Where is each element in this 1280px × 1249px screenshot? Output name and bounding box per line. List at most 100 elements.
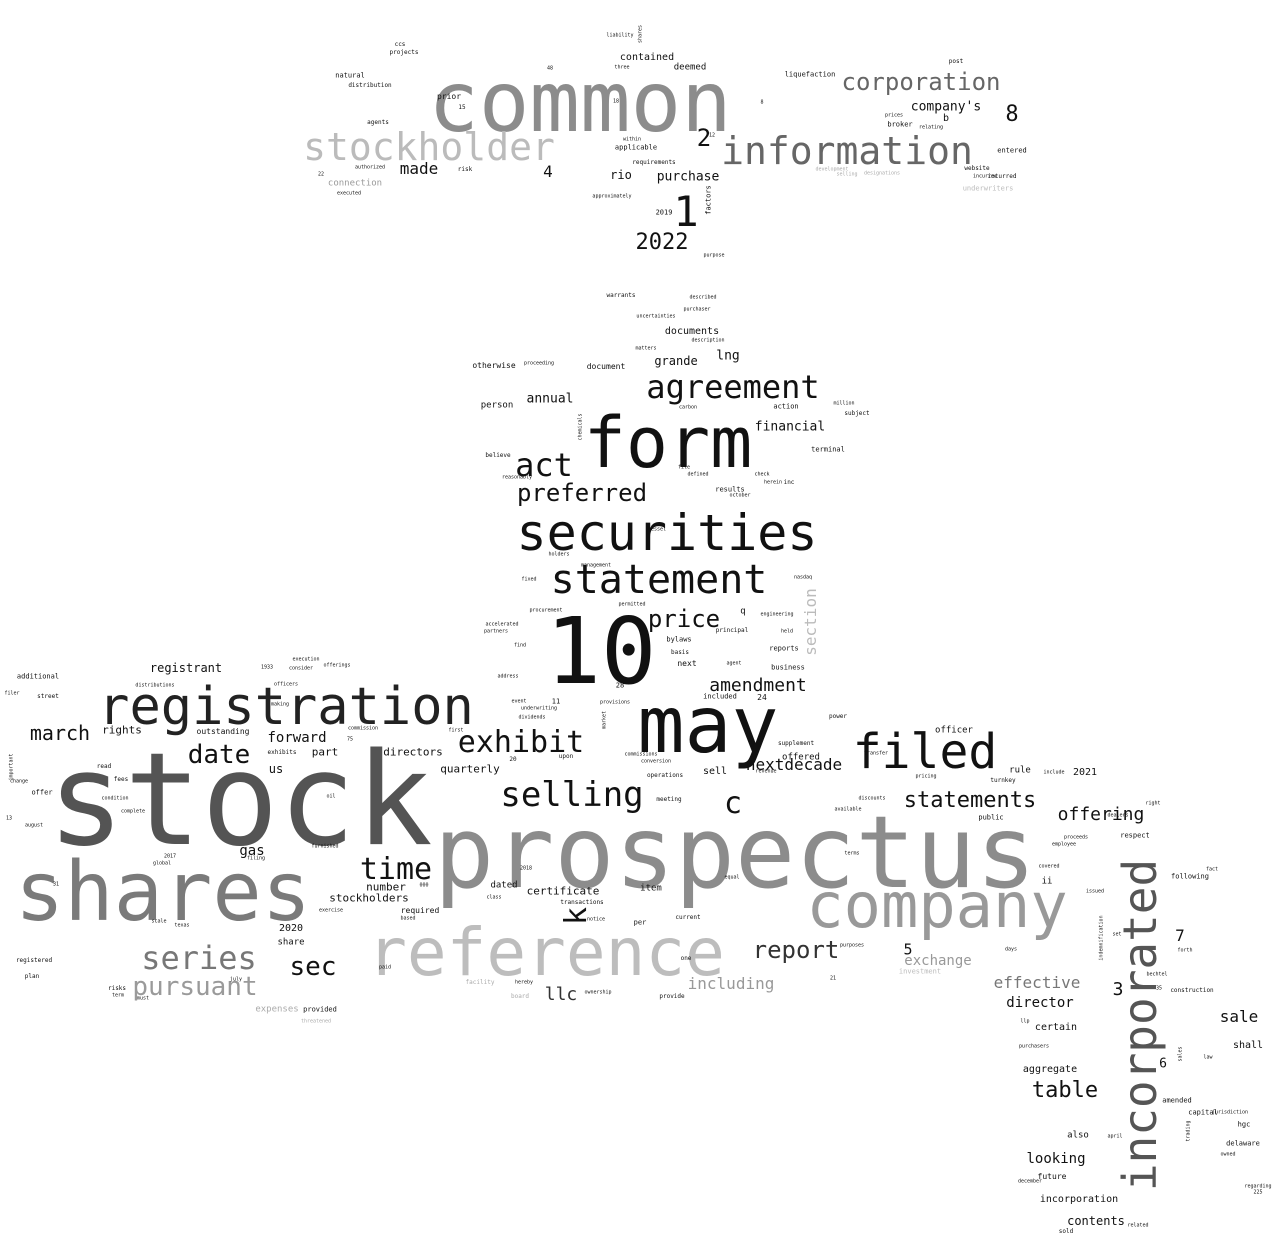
word: meeting (656, 796, 682, 803)
word: exercise (318, 907, 344, 914)
word: related (1127, 1222, 1149, 1229)
word: offering (1057, 804, 1145, 825)
word: scale (151, 918, 167, 925)
word: 10 (545, 598, 657, 705)
word: rights (102, 723, 142, 737)
word: grande (654, 354, 698, 368)
word: required (400, 906, 440, 915)
word: time (359, 852, 433, 887)
word: shall (1232, 1040, 1264, 1051)
word: distribution (348, 82, 392, 89)
word: 75 (346, 736, 354, 743)
word: indemnification (1098, 915, 1105, 961)
word: 1933 (260, 664, 274, 671)
word: selling (836, 171, 858, 178)
word: relating (918, 124, 944, 131)
word: fact (1205, 866, 1219, 873)
word: purposes (839, 942, 865, 949)
word: risks (107, 985, 127, 992)
word: equal (724, 874, 740, 881)
word: documents (664, 326, 720, 337)
word: term (111, 992, 125, 999)
word: incorporated (1113, 858, 1167, 1192)
word: regarding (1244, 1183, 1272, 1190)
word: 31 (52, 881, 60, 888)
word: per (633, 918, 647, 927)
word: subject (844, 410, 870, 417)
word: effective (993, 973, 1081, 992)
word: b (942, 113, 950, 124)
word: must (136, 995, 150, 1002)
word: address (497, 673, 519, 680)
word: natural (335, 71, 365, 80)
word: october (729, 492, 751, 499)
word: llp (1020, 1018, 1030, 1025)
word: us (268, 762, 284, 776)
word: reports (769, 644, 799, 653)
word: share (277, 937, 305, 948)
word: 18 (612, 98, 620, 105)
word: proceeding (523, 360, 555, 367)
word: believe (485, 452, 511, 459)
word: form (583, 402, 753, 484)
word: future (1037, 1172, 1067, 1181)
word: based (400, 915, 416, 922)
word: partners (483, 628, 509, 635)
word: supplement (777, 740, 815, 747)
word: date (187, 740, 251, 770)
word: 4 (543, 162, 553, 181)
word: proceeds (1063, 834, 1089, 841)
word: outstanding (196, 727, 250, 736)
word: registration (98, 677, 474, 737)
word: described (689, 294, 717, 301)
word: provisions (599, 699, 631, 706)
word: person (480, 400, 514, 411)
word: issued (1085, 888, 1105, 895)
word: reference (367, 914, 725, 991)
word: purchasers (1018, 1043, 1050, 1050)
word: facility (465, 979, 495, 986)
word: accelerated (485, 621, 519, 628)
word: hgc (1237, 1120, 1251, 1129)
word: carbon (678, 404, 698, 411)
word: price (647, 605, 721, 633)
word: reasonably (501, 474, 533, 481)
word: 7 (1175, 926, 1185, 945)
word: officer (935, 725, 973, 736)
word: law (1203, 1054, 1213, 1061)
word: execution (292, 656, 320, 663)
word: construction (1170, 987, 1214, 994)
word: 2021 (1072, 767, 1098, 778)
word: 6 (1159, 1056, 1167, 1072)
word: director (1006, 995, 1074, 1011)
word: common (428, 53, 732, 151)
word: 11 (551, 697, 561, 706)
word: engineering (760, 611, 794, 618)
word: expenses (255, 1004, 299, 1015)
word: forward (267, 730, 327, 746)
word: investment (898, 967, 942, 976)
word: financial (754, 419, 826, 435)
word: board (510, 993, 530, 1000)
word: 35 (1155, 985, 1163, 992)
word: underwriting (520, 705, 558, 712)
word: deemed (673, 62, 707, 73)
word: approximately (592, 193, 632, 200)
word: broker (887, 120, 913, 129)
word: commissions (624, 751, 658, 758)
word: pursuant (132, 972, 258, 1002)
word: bylaws (666, 635, 692, 644)
word: purchaser (683, 306, 711, 313)
word: current (675, 914, 701, 921)
word: projects (389, 49, 419, 56)
word: designations (863, 170, 901, 177)
word: provide (659, 993, 685, 1000)
word: provided (303, 1005, 337, 1014)
word: next (677, 659, 697, 668)
word: item (640, 883, 662, 894)
word: management (580, 562, 612, 569)
word: looking (1026, 1151, 1086, 1167)
word: revenue (755, 768, 777, 775)
word: held (780, 628, 794, 635)
